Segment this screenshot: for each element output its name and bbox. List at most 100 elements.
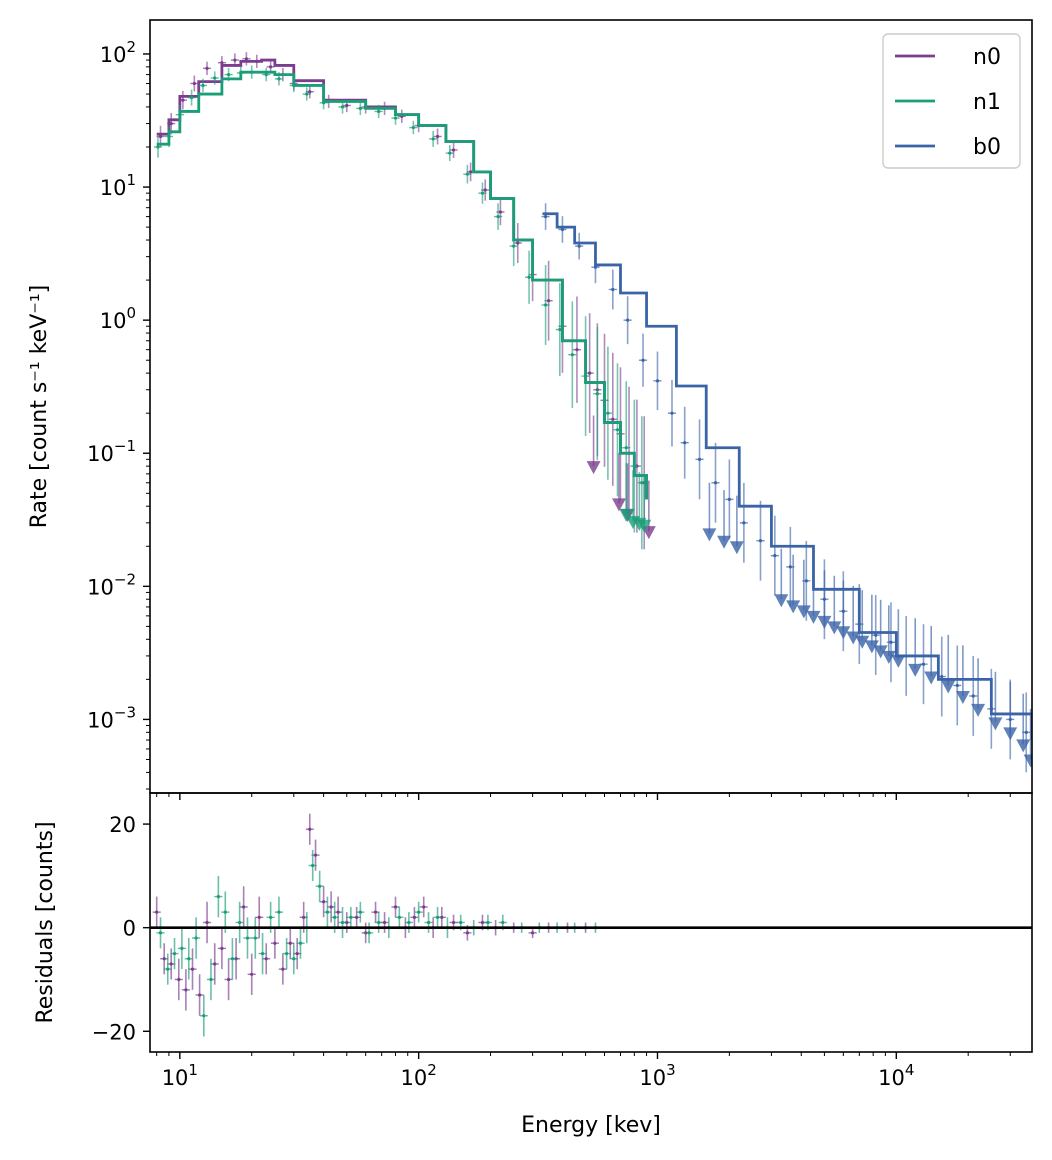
upper-limit-marker bbox=[637, 519, 652, 533]
residual-point bbox=[426, 920, 431, 925]
residuals-ytick-label-2: −20 bbox=[92, 1020, 136, 1044]
upper-limit-marker bbox=[891, 654, 906, 668]
residual-point bbox=[465, 931, 470, 935]
upper-limit-marker bbox=[1003, 727, 1018, 741]
data-point bbox=[244, 57, 249, 61]
data-point bbox=[308, 90, 312, 94]
residual-point bbox=[223, 910, 227, 914]
series-n1 bbox=[153, 65, 652, 550]
residual-point bbox=[355, 915, 359, 919]
data-point bbox=[516, 241, 520, 245]
spectrum-ytick-label-2: 10−1 bbox=[87, 437, 136, 466]
legend-box bbox=[882, 33, 1021, 169]
data-point bbox=[742, 521, 746, 525]
residual-point bbox=[382, 920, 387, 925]
data-point bbox=[233, 58, 237, 62]
data-point bbox=[480, 191, 485, 195]
upper-limit-marker bbox=[873, 645, 888, 659]
spectrum-ytick-label-3: 100 bbox=[100, 304, 136, 333]
upper-limit-marker bbox=[611, 498, 626, 512]
data-point bbox=[758, 539, 763, 543]
data-point bbox=[697, 457, 702, 461]
data-point bbox=[788, 565, 792, 569]
residual-point bbox=[158, 931, 163, 935]
residuals-ytick-label-1: 0 bbox=[123, 917, 136, 941]
residual-point bbox=[177, 977, 181, 982]
upper-limit-marker bbox=[702, 528, 717, 542]
residual-point bbox=[345, 920, 349, 925]
data-point bbox=[588, 371, 592, 375]
residual-point bbox=[295, 951, 299, 956]
residuals-plot-area bbox=[150, 813, 1032, 1037]
data-point bbox=[804, 579, 808, 583]
residual-point bbox=[285, 951, 289, 956]
residual-point bbox=[358, 910, 362, 914]
residual-point bbox=[273, 941, 277, 945]
legend-label-b0: b0 bbox=[973, 135, 1001, 160]
residual-point bbox=[172, 951, 177, 956]
data-point bbox=[465, 172, 470, 176]
residual-point bbox=[198, 993, 202, 997]
residual-point bbox=[180, 946, 184, 951]
spectrum-ytick-label-5-exp: 2 bbox=[126, 38, 136, 56]
upper-limit-marker bbox=[836, 626, 851, 640]
upper-limit-marker bbox=[729, 541, 744, 555]
residual-point bbox=[238, 920, 242, 925]
upper-limit-marker bbox=[855, 635, 870, 649]
data-point bbox=[593, 265, 598, 269]
residual-point bbox=[325, 910, 330, 914]
data-point bbox=[358, 106, 362, 110]
residual-point bbox=[440, 915, 444, 919]
residual-point bbox=[260, 951, 265, 956]
series-n0 bbox=[156, 52, 656, 550]
data-point bbox=[483, 188, 487, 192]
spectrum-ytick-label-0: 10−3 bbox=[87, 703, 136, 732]
data-point bbox=[615, 428, 620, 432]
upper-limit-marker bbox=[586, 461, 601, 475]
spectrum-ytick-label-3-base: 10 bbox=[100, 309, 127, 333]
data-point bbox=[624, 446, 628, 450]
spectrum-ytick-label-1-exp: −2 bbox=[114, 570, 136, 588]
residual-point bbox=[277, 910, 281, 914]
data-point bbox=[431, 137, 435, 141]
residual-point bbox=[187, 957, 191, 961]
upper-limit-marker bbox=[988, 717, 1003, 731]
model-line-n1 bbox=[156, 70, 648, 500]
residual-point bbox=[318, 884, 322, 888]
data-point bbox=[468, 170, 473, 174]
data-point bbox=[626, 318, 630, 322]
residual-point bbox=[245, 936, 250, 940]
residual-point bbox=[230, 957, 235, 961]
data-point bbox=[889, 640, 893, 644]
data-point bbox=[512, 244, 516, 248]
data-point bbox=[921, 662, 926, 666]
residual-point bbox=[349, 915, 353, 919]
residual-point bbox=[422, 905, 426, 909]
legend-label-n0: n0 bbox=[973, 45, 1001, 70]
spectrum-ytick-label-0-base: 10 bbox=[87, 708, 114, 732]
spectrum-ylabel: Rate [count s⁻¹ keV⁻¹] bbox=[27, 285, 52, 529]
residual-point bbox=[169, 962, 173, 966]
residual-point bbox=[480, 920, 485, 925]
residuals-xlabel: Energy [kev] bbox=[521, 1113, 661, 1138]
residual-point bbox=[340, 920, 345, 925]
residuals-xtick-label-0-exp: 1 bbox=[188, 1061, 198, 1079]
residual-point bbox=[190, 967, 195, 971]
data-point bbox=[611, 287, 615, 292]
data-point bbox=[496, 214, 500, 219]
upper-limit-marker bbox=[817, 615, 832, 629]
data-point bbox=[546, 299, 551, 303]
residuals-ytick-label-0: 20 bbox=[109, 813, 136, 837]
data-point bbox=[377, 109, 381, 114]
data-point bbox=[558, 327, 562, 332]
residuals-xtick-label-1: 102 bbox=[401, 1061, 437, 1090]
data-point bbox=[640, 481, 644, 485]
residuals-xtick-label-3: 104 bbox=[878, 1061, 914, 1090]
upper-limit-marker bbox=[955, 690, 970, 704]
upper-limit-marker bbox=[864, 640, 879, 654]
spectrum-ytick-label-4: 101 bbox=[100, 171, 136, 200]
upper-limit-marker bbox=[924, 671, 939, 685]
residuals-xtick-label-3-exp: 4 bbox=[905, 1061, 915, 1079]
residual-point bbox=[308, 827, 312, 831]
